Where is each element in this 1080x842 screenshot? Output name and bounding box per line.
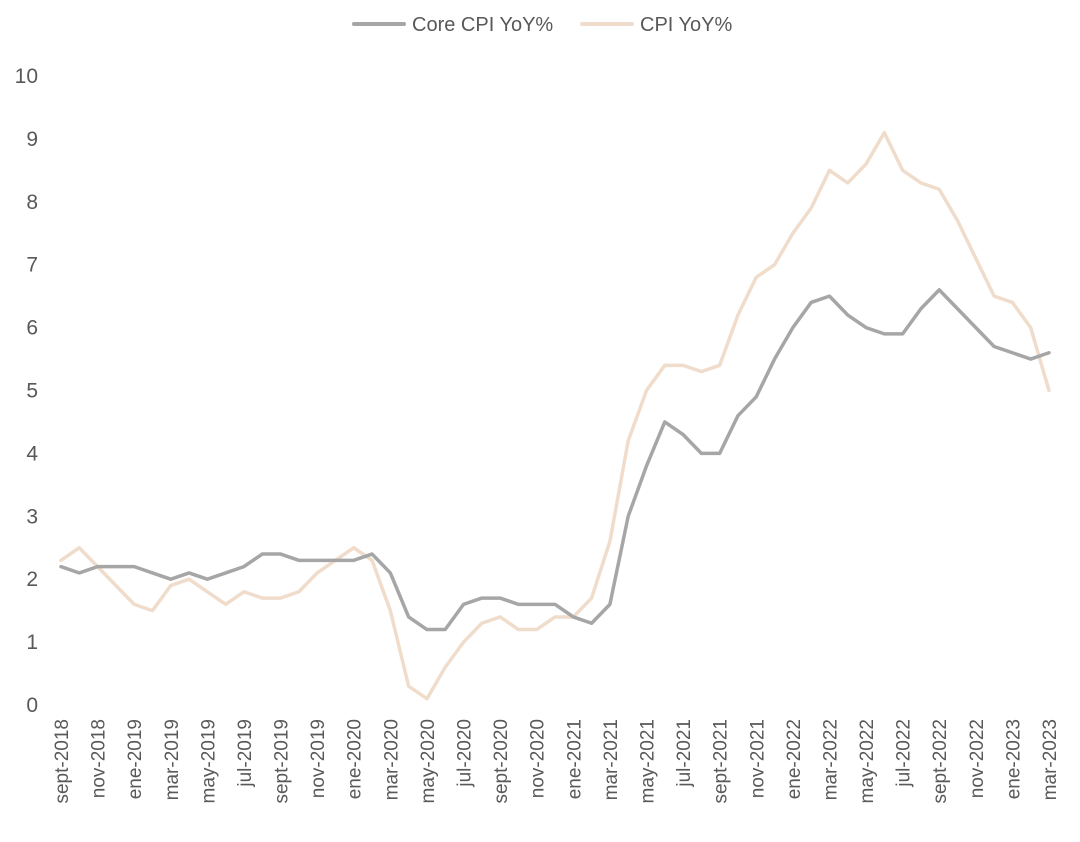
y-tick-label: 6 <box>26 317 38 340</box>
legend: Core CPI YoY% CPI YoY% <box>352 14 733 36</box>
x-tick-label: may-2022 <box>857 719 878 804</box>
x-tick-label: sept-2018 <box>52 719 73 804</box>
x-axis: sept-2018 nov-2018 ene-2019 mar-2019 may-201… <box>52 719 1061 804</box>
x-tick-label: ene-2019 <box>125 719 146 799</box>
x-tick-label: sept-2022 <box>930 719 951 804</box>
x-tick-label: may-2020 <box>418 719 439 804</box>
x-tick-label: nov-2018 <box>89 719 110 798</box>
x-tick-label: jul-2021 <box>674 719 695 788</box>
x-tick-label: sept-2020 <box>491 719 512 804</box>
y-tick-label: 2 <box>26 568 38 591</box>
x-tick-label: sept-2021 <box>711 719 732 804</box>
legend-item: CPI YoY% <box>580 14 733 36</box>
x-tick-label: may-2021 <box>637 719 658 804</box>
x-tick-label: mar-2023 <box>1040 719 1061 800</box>
y-axis: 0 1 2 3 4 5 6 7 8 9 10 <box>15 65 39 717</box>
series-line-cpi-yoy <box>59 130 1051 701</box>
y-tick-label: 9 <box>26 128 38 151</box>
legend-label: CPI YoY% <box>640 14 733 36</box>
legend-label: Core CPI YoY% <box>412 14 553 36</box>
y-tick-label: 7 <box>26 254 38 277</box>
x-tick-label: mar-2019 <box>162 719 183 800</box>
x-tick-label: may-2019 <box>198 719 219 804</box>
y-tick-label: 1 <box>26 631 38 654</box>
x-tick-label: nov-2020 <box>528 719 549 798</box>
x-tick-label: ene-2020 <box>345 719 366 799</box>
x-tick-label: mar-2020 <box>381 719 402 800</box>
plot-area <box>59 130 1051 701</box>
x-tick-label: jul-2019 <box>235 719 256 788</box>
x-tick-label: jul-2020 <box>455 719 476 788</box>
x-tick-label: nov-2021 <box>747 719 768 798</box>
y-tick-label: 3 <box>26 505 38 528</box>
y-tick-label: 0 <box>26 694 38 717</box>
x-tick-label: jul-2022 <box>894 719 915 788</box>
series-line-core-cpi-yoy <box>59 288 1051 632</box>
y-tick-label: 5 <box>26 380 38 403</box>
x-tick-label: mar-2021 <box>601 719 622 800</box>
x-tick-label: ene-2023 <box>1003 719 1024 799</box>
x-tick-label: ene-2021 <box>564 719 585 799</box>
y-tick-label: 8 <box>26 191 38 214</box>
y-tick-label: 10 <box>15 65 38 88</box>
y-tick-label: 4 <box>26 442 38 465</box>
x-tick-label: ene-2022 <box>784 719 805 799</box>
x-tick-label: mar-2022 <box>820 719 841 800</box>
x-tick-label: sept-2019 <box>272 719 293 804</box>
legend-item: Core CPI YoY% <box>352 14 553 36</box>
x-tick-label: nov-2022 <box>967 719 988 798</box>
x-tick-label: nov-2019 <box>308 719 329 798</box>
